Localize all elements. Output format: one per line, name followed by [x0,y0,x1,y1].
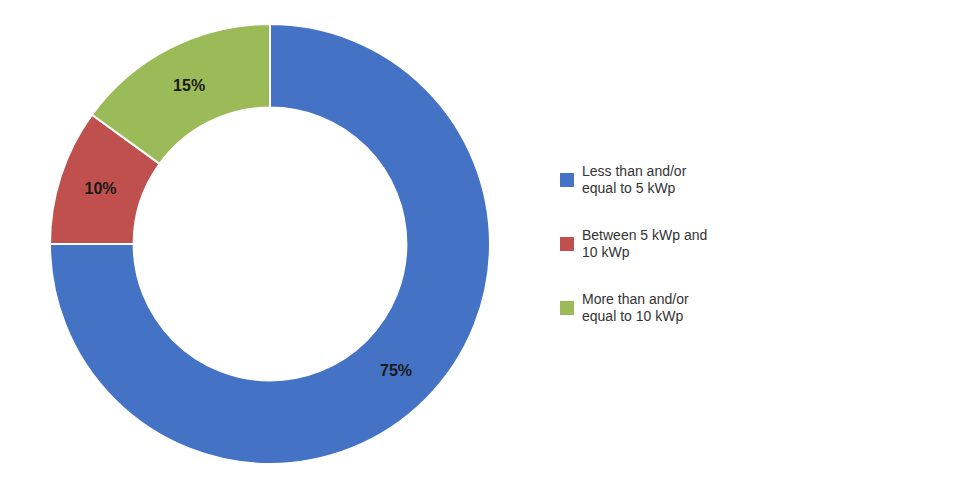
data-label: 15% [173,77,205,94]
legend-label: More than and/orequal to 10 kWp [582,291,689,324]
legend-swatch [560,173,574,187]
legend-label: Less than and/orequal to 5 kWp [582,163,687,196]
chart: 75% 10% 15% Less than and/orequal to 5 kWp B… [0,0,958,488]
data-label: 75% [380,362,412,379]
legend: Less than and/orequal to 5 kWp Between 5 … [560,163,707,324]
slice [50,24,490,464]
slice [92,24,270,164]
legend-swatch [560,301,574,315]
legend-swatch [560,237,574,251]
data-label: 10% [85,180,117,197]
donut [50,24,490,464]
legend-label: Between 5 kWp and10 kWp [582,227,707,260]
legend-item: More than and/orequal to 10 kWp [560,291,689,324]
legend-item: Between 5 kWp and10 kWp [560,227,707,260]
legend-item: Less than and/orequal to 5 kWp [560,163,687,196]
data-labels: 75% 10% 15% [85,77,413,379]
